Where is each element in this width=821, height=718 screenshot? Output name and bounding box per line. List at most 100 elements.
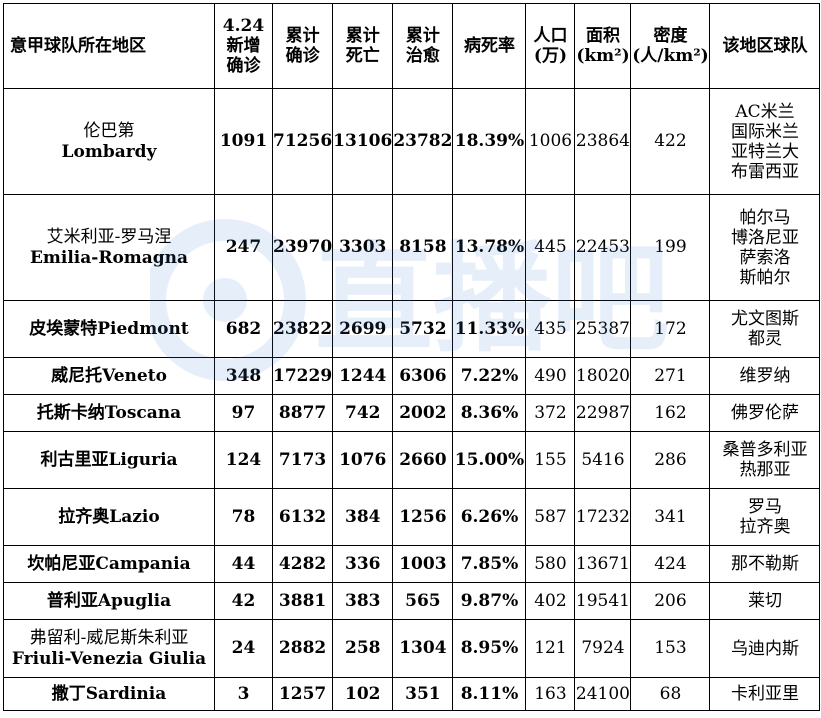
- region-cell: 托斯卡纳Toscana: [3, 394, 215, 432]
- fatality-rate-cell: 7.85%: [452, 545, 527, 583]
- team-name: 萨索洛: [739, 247, 791, 268]
- team-name: 国际米兰: [730, 121, 799, 142]
- confirmed-cell: 4282: [271, 545, 334, 583]
- team-name: 维罗纳: [739, 366, 791, 386]
- team-name: 斯帕尔: [739, 267, 791, 288]
- header-line: 累计: [345, 26, 380, 46]
- population-cell: 445: [525, 194, 576, 301]
- teams-cell: 桑普多利亚 热那亚: [709, 431, 821, 489]
- header-line: (km²): [576, 46, 630, 66]
- header-line: 确诊: [226, 56, 261, 76]
- team-name: 拉齐奥: [739, 517, 791, 537]
- recovered-cell: 5732: [392, 300, 454, 358]
- deaths-cell: 258: [332, 619, 394, 678]
- header-density: 密度 (人/km²): [630, 3, 711, 89]
- new-cases-cell: 1091: [214, 88, 273, 195]
- team-name: 佛罗伦萨: [730, 403, 799, 423]
- header-line: 治愈: [405, 46, 440, 66]
- header-recovered: 累计 治愈: [392, 3, 454, 89]
- area-cell: 17232: [574, 488, 632, 546]
- recovered-cell: 23782: [392, 88, 454, 195]
- fatality-rate-cell: 6.26%: [452, 488, 527, 546]
- recovered-cell: 1256: [392, 488, 454, 546]
- region-name-cn: 皮埃蒙特Piedmont: [29, 318, 189, 339]
- header-row: 意甲球队所在地区 4.24 新增 确诊 累计 确诊 累计 死亡 累计 治愈 病死率 人口 (万) 面积 (k…: [3, 3, 821, 89]
- table-row: 伦巴第 Lombardy 1091 71256 13106 23782 18.39% 1006…: [3, 88, 821, 195]
- density-cell: 422: [630, 88, 711, 195]
- team-name: 亚特兰大: [730, 141, 799, 162]
- confirmed-cell: 23822: [271, 300, 334, 358]
- header-line: 4.24: [222, 16, 265, 36]
- region-cell: 普利亚Apuglia: [3, 582, 215, 620]
- header-line: 确诊: [285, 46, 320, 66]
- fatality-rate-cell: 18.39%: [452, 88, 527, 195]
- new-cases-cell: 97: [214, 394, 273, 432]
- confirmed-cell: 7173: [271, 431, 334, 489]
- deaths-cell: 102: [332, 677, 394, 711]
- team-name: 乌迪内斯: [730, 638, 799, 659]
- density-cell: 68: [630, 677, 711, 711]
- team-name: 桑普多利亚: [722, 440, 808, 460]
- population-cell: 490: [525, 357, 576, 395]
- fatality-rate-cell: 8.36%: [452, 394, 527, 432]
- region-name-en: Friuli-Venezia Giulia: [11, 648, 207, 669]
- teams-cell: 帕尔马 博洛尼亚 萨索洛 斯帕尔: [709, 194, 821, 301]
- population-cell: 372: [525, 394, 576, 432]
- region-cell: 利古里亚Liguria: [3, 431, 215, 489]
- fatality-rate-cell: 9.87%: [452, 582, 527, 620]
- table-row: 坎帕尼亚Campania 44 4282 336 1003 7.85% 580 13671 42…: [3, 545, 821, 583]
- population-cell: 587: [525, 488, 576, 546]
- new-cases-cell: 3: [214, 677, 273, 711]
- teams-cell: 卡利亚里: [709, 677, 821, 711]
- table-row: 艾米利亚-罗马涅 Emilia-Romagna 247 23970 3303 8158 13…: [3, 194, 821, 301]
- header-line: 人口: [533, 26, 568, 46]
- recovered-cell: 8158: [392, 194, 454, 301]
- header-line: (万): [533, 46, 568, 66]
- deaths-cell: 336: [332, 545, 394, 583]
- region-cell: 威尼托Veneto: [3, 357, 215, 395]
- teams-cell: 罗马 拉齐奥: [709, 488, 821, 546]
- area-cell: 25387: [574, 300, 632, 358]
- recovered-cell: 6306: [392, 357, 454, 395]
- area-cell: 5416: [574, 431, 632, 489]
- team-name: 尤文图斯: [730, 309, 799, 329]
- table-row: 皮埃蒙特Piedmont 682 23822 2699 5732 11.33% 435 253…: [3, 300, 821, 358]
- confirmed-cell: 1257: [271, 677, 334, 711]
- table-body: 伦巴第 Lombardy 1091 71256 13106 23782 18.39% 1006…: [3, 88, 821, 711]
- density-cell: 162: [630, 394, 711, 432]
- density-cell: 341: [630, 488, 711, 546]
- region-name-cn: 利古里亚Liguria: [40, 449, 178, 470]
- new-cases-cell: 24: [214, 619, 273, 678]
- header-deaths: 累计 死亡: [332, 3, 394, 89]
- new-cases-cell: 42: [214, 582, 273, 620]
- confirmed-cell: 71256: [271, 88, 334, 195]
- table-row: 利古里亚Liguria 124 7173 1076 2660 15.00% 155 5416 2…: [3, 431, 821, 489]
- new-cases-cell: 44: [214, 545, 273, 583]
- population-cell: 435: [525, 300, 576, 358]
- fatality-rate-cell: 7.22%: [452, 357, 527, 395]
- density-cell: 199: [630, 194, 711, 301]
- area-cell: 13671: [574, 545, 632, 583]
- header-line: 病死率: [463, 36, 515, 56]
- deaths-cell: 13106: [332, 88, 394, 195]
- region-name-cn: 托斯卡纳Toscana: [36, 402, 182, 423]
- population-cell: 121: [525, 619, 576, 678]
- population-cell: 163: [525, 677, 576, 711]
- population-cell: 402: [525, 582, 576, 620]
- deaths-cell: 384: [332, 488, 394, 546]
- new-cases-cell: 682: [214, 300, 273, 358]
- new-cases-cell: 247: [214, 194, 273, 301]
- region-name-cn: 艾米利亚-罗马涅: [46, 226, 172, 247]
- population-cell: 1006: [525, 88, 576, 195]
- region-cell: 拉齐奥Lazio: [3, 488, 215, 546]
- density-cell: 286: [630, 431, 711, 489]
- confirmed-cell: 2882: [271, 619, 334, 678]
- recovered-cell: 1304: [392, 619, 454, 678]
- deaths-cell: 3303: [332, 194, 394, 301]
- header-region: 意甲球队所在地区: [3, 3, 215, 89]
- header-teams: 该地区球队: [709, 3, 821, 89]
- region-cell: 艾米利亚-罗马涅 Emilia-Romagna: [3, 194, 215, 301]
- confirmed-cell: 17229: [271, 357, 334, 395]
- new-cases-cell: 78: [214, 488, 273, 546]
- density-cell: 424: [630, 545, 711, 583]
